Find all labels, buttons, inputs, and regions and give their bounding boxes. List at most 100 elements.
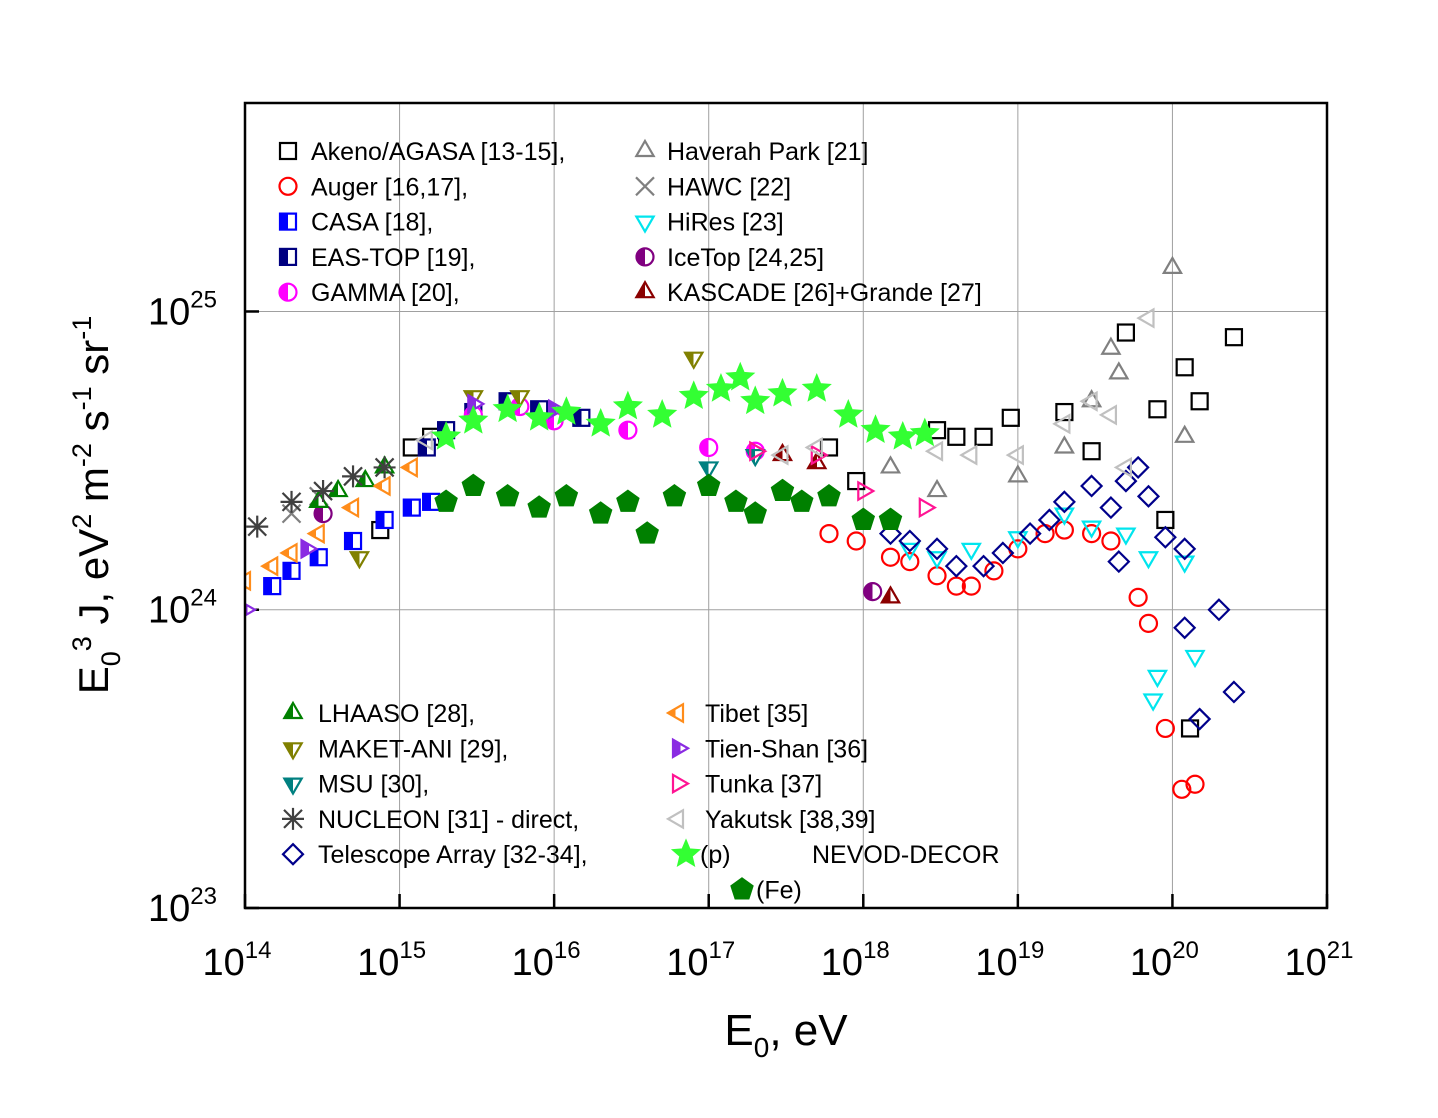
data-point (879, 585, 902, 604)
data-point (1174, 555, 1196, 574)
data-point (340, 497, 360, 519)
data-point (1207, 598, 1231, 622)
data-point (343, 531, 363, 551)
legend: Akeno/AGASA [13-15], Auger [16,17], CASA [… (278, 138, 1000, 905)
legend-label: MAKET-ANI [29], (318, 735, 508, 763)
data-point (1081, 520, 1103, 539)
data-point (1136, 307, 1155, 329)
data-point (944, 554, 968, 578)
data-point (1055, 402, 1074, 422)
x-tick-label: 1014 (203, 937, 272, 984)
legend-label: NUCLEON [31] - direct, (318, 806, 579, 834)
data-point (947, 427, 966, 446)
data-point (1001, 408, 1020, 427)
data-point (616, 489, 640, 512)
data-point (699, 437, 719, 458)
plot-area (245, 255, 1246, 799)
legend-marker (278, 247, 298, 266)
data-point (527, 495, 551, 518)
data-point (306, 523, 325, 545)
y-axis-label: E03 J, eV2 m-2 s-1 sr-1 (67, 316, 126, 695)
data-point (1053, 507, 1075, 526)
data-point (1116, 323, 1135, 342)
data-point (705, 373, 737, 402)
x-tick-label: 1019 (975, 937, 1044, 984)
data-point (740, 385, 771, 415)
data-point (1098, 404, 1118, 426)
legend-label: Yakutsk [38,39] (705, 806, 875, 834)
data-point (860, 414, 891, 444)
data-point (348, 551, 371, 570)
data-point (1108, 361, 1130, 380)
data-point (1184, 649, 1206, 669)
x-axis-label: E0, eV (724, 1006, 848, 1063)
data-point (1146, 669, 1169, 689)
data-point (847, 471, 866, 491)
legend-marker (730, 877, 754, 900)
data-point (1173, 616, 1197, 640)
legend-label: Telescope Array [32-34], (318, 841, 588, 869)
data-point (696, 473, 721, 496)
data-point (846, 531, 866, 551)
data-point (279, 542, 298, 564)
data-point (1173, 537, 1197, 561)
data-point (1052, 490, 1076, 514)
data-point (375, 510, 394, 530)
data-point (495, 483, 520, 507)
legend-label: HiRes [23] (667, 209, 784, 237)
legend-label: CASA [18], (311, 209, 433, 237)
data-point (1007, 531, 1029, 550)
data-point (1053, 435, 1075, 454)
data-point (1185, 774, 1205, 794)
legend-marker (671, 737, 691, 759)
legend-label: Tibet [35] (705, 700, 808, 728)
data-point (635, 521, 659, 544)
data-point (1142, 693, 1164, 712)
data-point (1101, 531, 1121, 551)
x-tick-label: 1015 (357, 937, 426, 984)
legend-marker (634, 138, 656, 158)
legend-label: Tunka [37] (705, 771, 822, 799)
data-point (662, 483, 687, 507)
data-point (554, 483, 579, 507)
data-point (327, 478, 349, 498)
legend-marker (634, 279, 656, 299)
legend-label: MSU [30], (318, 771, 429, 799)
data-point (878, 522, 903, 546)
data-point (1148, 400, 1167, 419)
data-point (588, 501, 613, 524)
data-point (300, 538, 319, 560)
data-point (1007, 464, 1029, 483)
data-point (1153, 525, 1177, 549)
data-point (1155, 718, 1175, 739)
legend-marker (634, 215, 656, 234)
data-point (612, 390, 643, 420)
data-point (984, 561, 1004, 581)
data-point (1172, 779, 1192, 799)
data-point (857, 480, 876, 502)
data-point (1113, 456, 1132, 478)
data-point (1161, 255, 1183, 274)
data-point (804, 436, 823, 459)
data-point (245, 602, 258, 617)
legend-marker (282, 742, 304, 761)
data-point (817, 483, 841, 507)
data-point (280, 490, 303, 513)
data-point (1188, 707, 1212, 731)
data-point (282, 561, 301, 580)
data-point (1005, 444, 1024, 466)
legend-note: NEVOD-DECOR (812, 841, 1000, 869)
legend-marker (278, 141, 298, 161)
data-point (524, 401, 555, 431)
data-point (1137, 551, 1160, 570)
y-tick-label: 1025 (148, 286, 217, 333)
data-point (1115, 527, 1137, 546)
x-tick-label: 1017 (666, 937, 735, 984)
data-point (414, 429, 433, 451)
legend-marker (671, 773, 691, 795)
data-point (509, 390, 531, 409)
data-point (312, 480, 335, 503)
data-point (926, 551, 948, 570)
data-point (1099, 496, 1123, 520)
